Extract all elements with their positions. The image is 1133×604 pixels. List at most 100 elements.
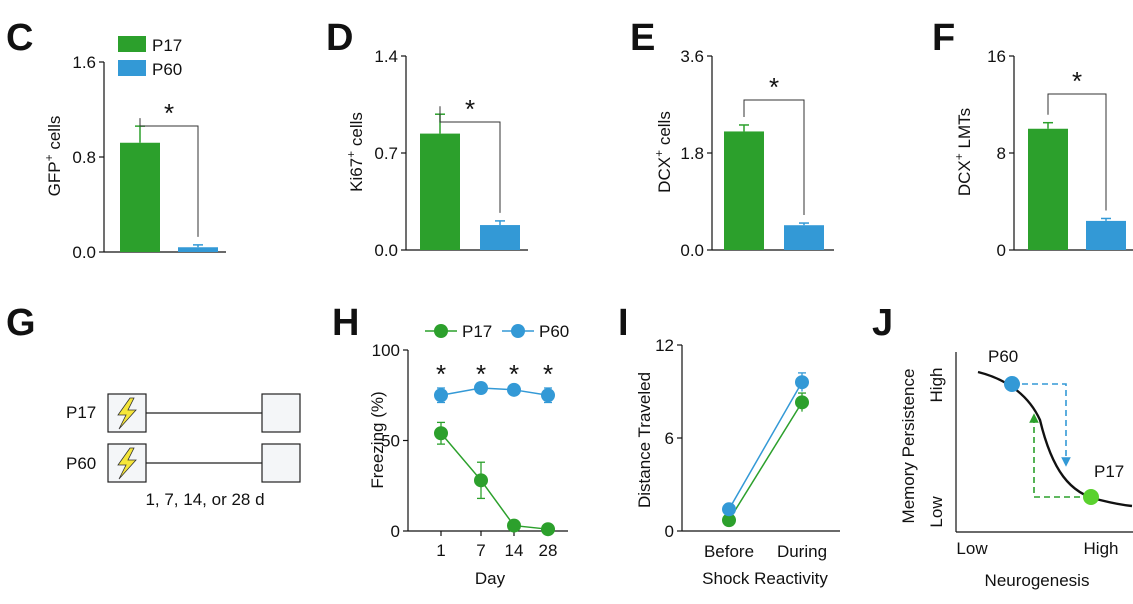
lightning-icon xyxy=(117,397,137,430)
panel-h-x-tick-label: 1 xyxy=(436,541,445,560)
panel-d-y-tick-label: 0.7 xyxy=(374,144,398,163)
data-point-p17 xyxy=(541,522,555,537)
panel-i-line-chart: Distance Traveled Shock Reactivity 0 6 12 B… xyxy=(635,336,840,588)
panel-j-p17-label: P17 xyxy=(1094,462,1124,481)
panel-i-x-tick-label: Before xyxy=(704,542,754,561)
legend-swatch-p60 xyxy=(118,60,146,76)
panel-j-y-axis-label: Memory Persistence xyxy=(899,369,918,524)
bar-p60 xyxy=(1086,220,1126,250)
p17-to-p60-arrow xyxy=(1029,413,1090,498)
legend-marker-p60 xyxy=(511,324,525,338)
panel-i-x-tick-label: During xyxy=(777,542,827,561)
significance-star: * xyxy=(164,98,174,128)
panel-i-x-axis-label: Shock Reactivity xyxy=(702,569,828,588)
panel-j-x-axis-label: Neurogenesis xyxy=(985,571,1090,590)
bar-p17 xyxy=(420,133,460,250)
panel-letter-g: G xyxy=(6,302,36,344)
panel-h-x-tick-label: 7 xyxy=(476,541,485,560)
lightning-icon xyxy=(117,447,137,480)
data-point-p60 xyxy=(434,388,448,403)
panel-i-y-tick-label: 0 xyxy=(665,522,674,541)
series-line-p17 xyxy=(440,432,549,530)
sigmoid-curve xyxy=(977,370,1133,508)
panel-j-p17-point xyxy=(1083,489,1099,505)
panel-j-p60-point xyxy=(1004,376,1020,392)
data-point-p17 xyxy=(722,513,736,528)
significance-bracket xyxy=(743,99,805,216)
panel-f-y-tick-label: 16 xyxy=(987,47,1006,66)
panel-j-y-low: Low xyxy=(927,496,946,528)
bar-p60 xyxy=(784,225,824,250)
significance-star: * xyxy=(476,359,486,389)
test-box-p60 xyxy=(261,443,301,483)
panel-h-x-tick-label: 28 xyxy=(539,541,558,560)
panel-e-bar-chart: DCX+ cells 0.0 1.8 3.6 * xyxy=(652,47,834,260)
bar-p17 xyxy=(120,142,160,252)
panel-d-y-axis-label: Ki67+ cells xyxy=(344,112,366,192)
panel-e-y-tick-label: 0.0 xyxy=(680,241,704,260)
panel-i-y-tick-label: 6 xyxy=(665,429,674,448)
schematic-row-label-p60: P60 xyxy=(66,454,96,473)
panel-c-y-tick-label: 0.0 xyxy=(72,243,96,262)
panel-letter-j: J xyxy=(872,302,893,344)
legend-marker-p17 xyxy=(434,324,448,338)
schematic-caption: 1, 7, 14, or 28 d xyxy=(145,490,264,509)
panel-j-x-high: High xyxy=(1084,539,1119,558)
panel-h-x-axis-label: Day xyxy=(475,569,506,588)
panel-j-p60-label: P60 xyxy=(988,347,1018,366)
data-point-p60 xyxy=(541,388,555,403)
series-line-p17 xyxy=(728,401,803,521)
data-point-p60 xyxy=(474,381,488,396)
significance-star: * xyxy=(436,359,446,389)
bar-p60 xyxy=(178,247,218,252)
panel-h-y-tick-label: 50 xyxy=(381,432,400,451)
significance-star: * xyxy=(543,359,553,389)
data-point-p17 xyxy=(507,518,521,533)
panel-letter-f: F xyxy=(932,17,955,59)
panel-c-bar-chart: GFP+ cells 0.0 0.8 1.6 * xyxy=(42,53,226,262)
panel-f-y-tick-label: 0 xyxy=(997,241,1006,260)
panel-g-schematic: P17 P60 1, 7, 14, or 28 d xyxy=(66,393,301,509)
data-point-p17 xyxy=(795,395,809,410)
panel-e-y-tick-label: 3.6 xyxy=(680,47,704,66)
significance-bracket xyxy=(1047,93,1107,211)
panel-j-conceptual-plot: Memory Persistence High Low Low High Neu… xyxy=(899,347,1133,590)
panel-i-y-tick-label: 12 xyxy=(655,336,674,355)
panel-letter-h: H xyxy=(332,302,359,344)
panel-d-bar-chart: Ki67+ cells 0.0 0.7 1.4 * xyxy=(344,47,528,260)
bar-p17 xyxy=(1028,128,1068,250)
data-point-p17 xyxy=(474,473,488,488)
panel-h-legend-label-p60: P60 xyxy=(539,322,569,341)
panel-d-y-tick-label: 0.0 xyxy=(374,241,398,260)
series-line-p60 xyxy=(728,381,803,510)
panel-h-x-tick-label: 14 xyxy=(505,541,524,560)
panel-c-y-axis-label: GFP+ cells xyxy=(42,116,64,197)
schematic-row-label-p17: P17 xyxy=(66,403,96,422)
p60-to-p17-arrow xyxy=(1012,383,1071,467)
data-point-p17 xyxy=(434,426,448,441)
panel-letter-c: C xyxy=(6,17,33,59)
significance-star: * xyxy=(465,94,475,124)
panel-h-legend-label-p17: P17 xyxy=(462,322,492,341)
panel-c-y-tick-label: 1.6 xyxy=(72,53,96,72)
data-point-p60 xyxy=(507,382,521,397)
panel-h-line-chart: Freezing (%) Day 0 50 100 1 7 14 28 * * * * xyxy=(368,341,568,588)
panel-h-y-tick-label: 0 xyxy=(391,522,400,541)
significance-star: * xyxy=(1072,66,1082,96)
panel-h-y-tick-label: 100 xyxy=(372,341,400,360)
panel-d-y-tick-label: 1.4 xyxy=(374,47,398,66)
test-box-p17 xyxy=(261,393,301,433)
panel-h-y-axis-label: Freezing (%) xyxy=(368,391,387,488)
bar-p60 xyxy=(480,225,520,250)
panel-f-bar-chart: DCX+ LMTs 0 8 16 * xyxy=(952,47,1133,260)
significance-bracket xyxy=(439,106,501,213)
significance-star: * xyxy=(769,72,779,102)
series-line-p60 xyxy=(440,387,549,396)
legend-label-p17: P17 xyxy=(152,36,182,55)
panel-j-x-low: Low xyxy=(956,539,988,558)
panel-f-y-axis-label: DCX+ LMTs xyxy=(952,108,974,196)
panel-i-y-axis-label: Distance Traveled xyxy=(635,372,654,508)
legend: P17 P60 xyxy=(118,36,182,79)
panel-e-y-axis-label: DCX+ cells xyxy=(652,111,674,193)
